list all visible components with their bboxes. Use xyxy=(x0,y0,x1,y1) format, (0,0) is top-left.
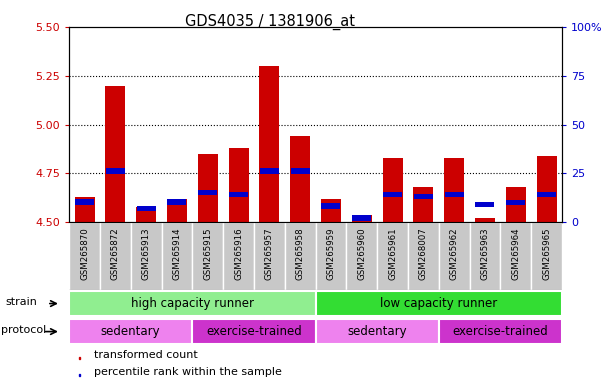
Bar xyxy=(192,222,223,290)
Text: GSM265872: GSM265872 xyxy=(111,228,120,280)
Text: transformed count: transformed count xyxy=(94,350,198,360)
Bar xyxy=(259,66,279,222)
Text: GSM265915: GSM265915 xyxy=(203,228,212,280)
Bar xyxy=(168,199,186,205)
Bar xyxy=(537,156,557,222)
Text: sedentary: sedentary xyxy=(347,325,407,338)
Text: GSM265916: GSM265916 xyxy=(234,228,243,280)
Bar xyxy=(439,222,469,290)
Text: GSM265964: GSM265964 xyxy=(511,228,520,280)
Bar xyxy=(316,291,562,316)
Bar xyxy=(100,222,131,290)
Text: GSM265959: GSM265959 xyxy=(326,228,335,280)
Bar xyxy=(198,154,218,222)
Bar xyxy=(501,222,531,290)
Bar xyxy=(352,215,371,221)
Bar xyxy=(444,158,464,222)
Bar xyxy=(352,215,372,222)
Bar xyxy=(69,222,100,290)
Bar xyxy=(413,187,433,222)
Bar xyxy=(291,169,310,174)
Text: percentile rank within the sample: percentile rank within the sample xyxy=(94,366,282,377)
Bar xyxy=(136,205,156,211)
Text: exercise-trained: exercise-trained xyxy=(206,325,302,338)
Bar xyxy=(408,222,439,290)
Bar xyxy=(439,319,562,344)
Bar xyxy=(223,222,254,290)
Bar xyxy=(106,169,125,174)
Text: GSM265913: GSM265913 xyxy=(142,228,151,280)
Text: GSM265962: GSM265962 xyxy=(450,228,459,280)
Text: high capacity runner: high capacity runner xyxy=(131,297,254,310)
Bar xyxy=(321,199,341,222)
Bar xyxy=(322,204,340,209)
Bar xyxy=(75,199,94,205)
Bar xyxy=(505,187,526,222)
Bar xyxy=(537,192,556,197)
Bar xyxy=(285,222,316,290)
Bar xyxy=(228,148,249,222)
Text: low capacity runner: low capacity runner xyxy=(380,297,498,310)
Bar xyxy=(75,197,94,222)
Bar xyxy=(414,194,433,199)
Bar xyxy=(192,319,316,344)
Bar xyxy=(260,169,279,174)
Text: GSM265961: GSM265961 xyxy=(388,228,397,280)
Text: GSM268007: GSM268007 xyxy=(419,228,428,280)
Text: sedentary: sedentary xyxy=(101,325,160,338)
Bar xyxy=(382,158,403,222)
Bar xyxy=(254,222,285,290)
Bar xyxy=(105,86,126,222)
Bar xyxy=(198,190,217,195)
Bar xyxy=(506,200,525,205)
Text: GSM265957: GSM265957 xyxy=(265,228,274,280)
Text: protocol: protocol xyxy=(1,325,47,335)
Text: exercise-trained: exercise-trained xyxy=(453,325,548,338)
Bar xyxy=(531,222,562,290)
Bar xyxy=(445,192,463,197)
Bar xyxy=(136,207,156,222)
Bar xyxy=(346,222,377,290)
Bar xyxy=(162,222,192,290)
Text: GSM265960: GSM265960 xyxy=(357,228,366,280)
Text: GSM265963: GSM265963 xyxy=(480,228,489,280)
Bar xyxy=(316,222,346,290)
Bar xyxy=(469,222,501,290)
Bar xyxy=(167,199,187,222)
Text: GSM265965: GSM265965 xyxy=(542,228,551,280)
Bar xyxy=(316,319,439,344)
Text: GDS4035 / 1381906_at: GDS4035 / 1381906_at xyxy=(186,13,355,30)
Text: GSM265914: GSM265914 xyxy=(172,228,182,280)
Text: strain: strain xyxy=(5,297,37,307)
Bar xyxy=(475,202,495,207)
Bar xyxy=(377,222,408,290)
Bar xyxy=(229,192,248,197)
Bar xyxy=(383,192,402,197)
Bar xyxy=(69,291,316,316)
Bar xyxy=(79,374,81,376)
Bar xyxy=(290,136,310,222)
Bar xyxy=(79,357,81,359)
Bar xyxy=(475,218,495,222)
Bar xyxy=(69,319,192,344)
Bar xyxy=(131,222,162,290)
Text: GSM265958: GSM265958 xyxy=(296,228,305,280)
Text: GSM265870: GSM265870 xyxy=(80,228,89,280)
